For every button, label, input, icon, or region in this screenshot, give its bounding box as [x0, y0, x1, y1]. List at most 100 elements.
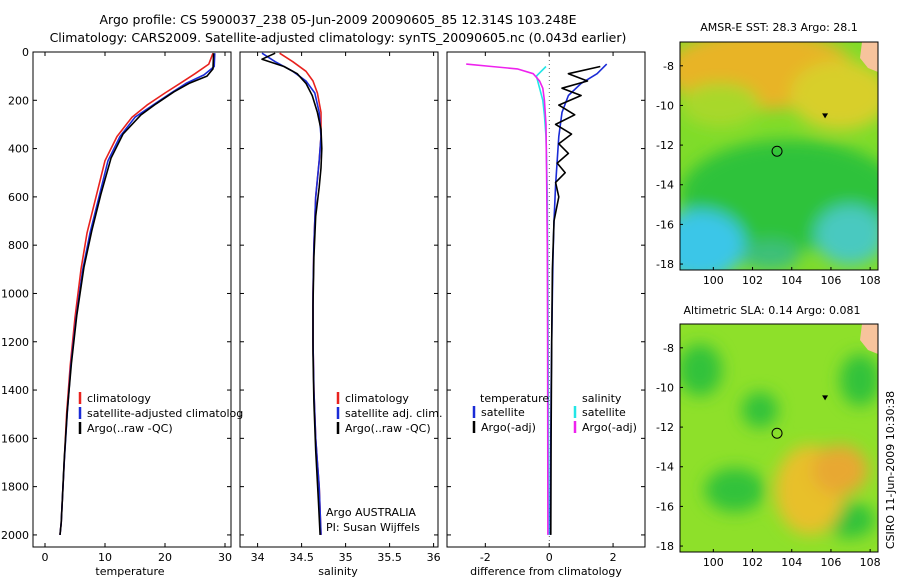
temperature-xlabel: temperature: [95, 565, 164, 578]
sla-map-title: Altimetric SLA: 0.14 Argo: 0.081: [683, 304, 860, 317]
salinity-legend: climatology satellite adj. clim. Argo(..…: [336, 392, 442, 435]
x-tick-label: 0: [42, 551, 49, 564]
legend-label-sal-argo: Argo(-adj): [582, 421, 637, 434]
sla-green-nw: [680, 344, 722, 396]
series-argo-raw-qc: [59, 53, 215, 535]
sst-cool-east: [815, 205, 878, 265]
map-x-tick-label: 102: [742, 274, 763, 287]
x-tick-label: 0: [546, 551, 553, 564]
series-argo-raw-qc: [261, 52, 323, 535]
series-climatology: [59, 52, 214, 535]
y-tick-label: 800: [8, 239, 29, 252]
legend-label-argo: Argo(..raw -QC): [345, 422, 431, 435]
map-x-tick-label: 100: [703, 274, 724, 287]
sla-green-ne: [840, 354, 878, 406]
y-tick-label: 1400: [1, 384, 29, 397]
x-tick-label: 35: [339, 551, 353, 564]
temperature-panel-frame: [32, 51, 232, 548]
map-y-tick-label: -14: [656, 179, 674, 192]
y-tick-label: 1600: [1, 432, 29, 445]
salinity-plot: 34 34.5 35 35.5 36: [240, 51, 441, 564]
series-temperature-argo-adj: [549, 65, 601, 535]
sst-warm-east: [790, 60, 878, 130]
map-y-tick-label: -18: [656, 540, 674, 553]
series-satellite-adj-clim: [261, 52, 322, 535]
argo-position-marker: [771, 427, 783, 439]
legend-label-sal-satellite: satellite: [582, 406, 626, 419]
sla-warm-east: [812, 445, 868, 495]
temperature-plot: 0 10 20 30 0 200 400 600 800 1000 1200 1400 1600 1800…: [1, 46, 232, 564]
pi-label: PI: Susan Wijffels: [326, 521, 420, 534]
x-tick-label: -2: [480, 551, 491, 564]
map-y-tick-label: -16: [656, 500, 674, 513]
x-tick-label: 34.5: [289, 551, 314, 564]
legend-label-climatology: climatology: [87, 392, 151, 405]
difference-legend: temperature satellite Argo(-adj) salinit…: [472, 392, 637, 434]
map-x-tick-label: 108: [860, 556, 881, 569]
temperature-legend: climatology satellite-adjusted climatolo…: [78, 392, 243, 435]
island-marker: [822, 395, 829, 401]
map-x-tick-label: 106: [820, 274, 841, 287]
legend-header-salinity: salinity: [582, 392, 622, 405]
y-tick-label: 1800: [1, 481, 29, 494]
map-y-tick-label: -16: [656, 218, 674, 231]
map-x-tick-label: 106: [820, 556, 841, 569]
csiro-timestamp: CSIRO 11-Jun-2009 10:30:38: [884, 391, 897, 549]
legend-label-climatology: climatology: [345, 392, 409, 405]
sst-land: [860, 42, 878, 72]
map-x-tick-label: 100: [703, 556, 724, 569]
series-temperature-satellite: [549, 63, 608, 535]
y-tick-label: 200: [8, 94, 29, 107]
sla-green-sw: [705, 468, 765, 512]
y-tick-label: 400: [8, 143, 29, 156]
map-y-tick-label: -12: [656, 421, 674, 434]
series-satellite-adjusted-climatology: [59, 53, 216, 535]
legend-header-temperature: temperature: [480, 392, 549, 405]
x-tick-label: 2: [610, 551, 617, 564]
y-tick-label: 2000: [1, 529, 29, 542]
map-y-tick-label: -10: [656, 99, 674, 112]
map-y-tick-label: -12: [656, 139, 674, 152]
sst-map-axes: 100 102 104 106 108 -8 -10 -12 -14 -16 -18: [656, 60, 881, 287]
sla-land: [860, 324, 878, 354]
sst-map-frame: [679, 41, 879, 271]
figure-title-line2: Climatology: CARS2009. Satellite-adjuste…: [50, 30, 627, 45]
sst-map-title: AMSR-E SST: 28.3 Argo: 28.1: [700, 21, 858, 34]
series-salinity-argo-adj: [466, 63, 549, 535]
map-y-tick-label: -8: [663, 342, 674, 355]
map-y-tick-label: -18: [656, 258, 674, 271]
map-y-tick-label: -8: [663, 60, 674, 73]
x-tick-label: 30: [218, 551, 232, 564]
x-tick-label: 34: [251, 551, 265, 564]
y-tick-label: 0: [22, 46, 29, 59]
legend-label-temp-argo: Argo(-adj): [481, 421, 536, 434]
legend-label-satellite-adjusted: satellite-adjusted climatolog: [87, 407, 243, 420]
map-x-tick-label: 108: [860, 274, 881, 287]
difference-plot: -2 0 2: [447, 51, 645, 564]
sst-yellowgreen: [680, 83, 760, 127]
x-tick-label: 10: [98, 551, 112, 564]
x-tick-label: 36: [427, 551, 441, 564]
sst-cool-west: [680, 210, 745, 270]
map-y-tick-label: -14: [656, 461, 674, 474]
sla-map-frame: [679, 323, 879, 553]
difference-panel-frame: [446, 51, 646, 548]
figure-title-line1: Argo profile: CS 5900037_238 05-Jun-2009…: [99, 12, 576, 27]
island-marker: [822, 113, 829, 119]
x-tick-label: 35.5: [377, 551, 402, 564]
y-tick-label: 600: [8, 191, 29, 204]
map-x-tick-label: 102: [742, 556, 763, 569]
sla-green-center: [742, 392, 778, 428]
sst-map-field: [680, 42, 878, 270]
map-x-tick-label: 104: [781, 274, 802, 287]
legend-label-satellite: satellite adj. clim.: [345, 407, 442, 420]
argo-australia-label: Argo AUSTRALIA: [326, 506, 416, 519]
y-tick-label: 1000: [1, 287, 29, 300]
legend-label-temp-satellite: satellite: [481, 406, 525, 419]
argo-position-marker: [771, 145, 783, 157]
salinity-xlabel: salinity: [318, 565, 358, 578]
salinity-panel-frame: [239, 51, 439, 548]
sst-cool-mid: [740, 240, 800, 270]
series-climatology: [279, 52, 322, 535]
